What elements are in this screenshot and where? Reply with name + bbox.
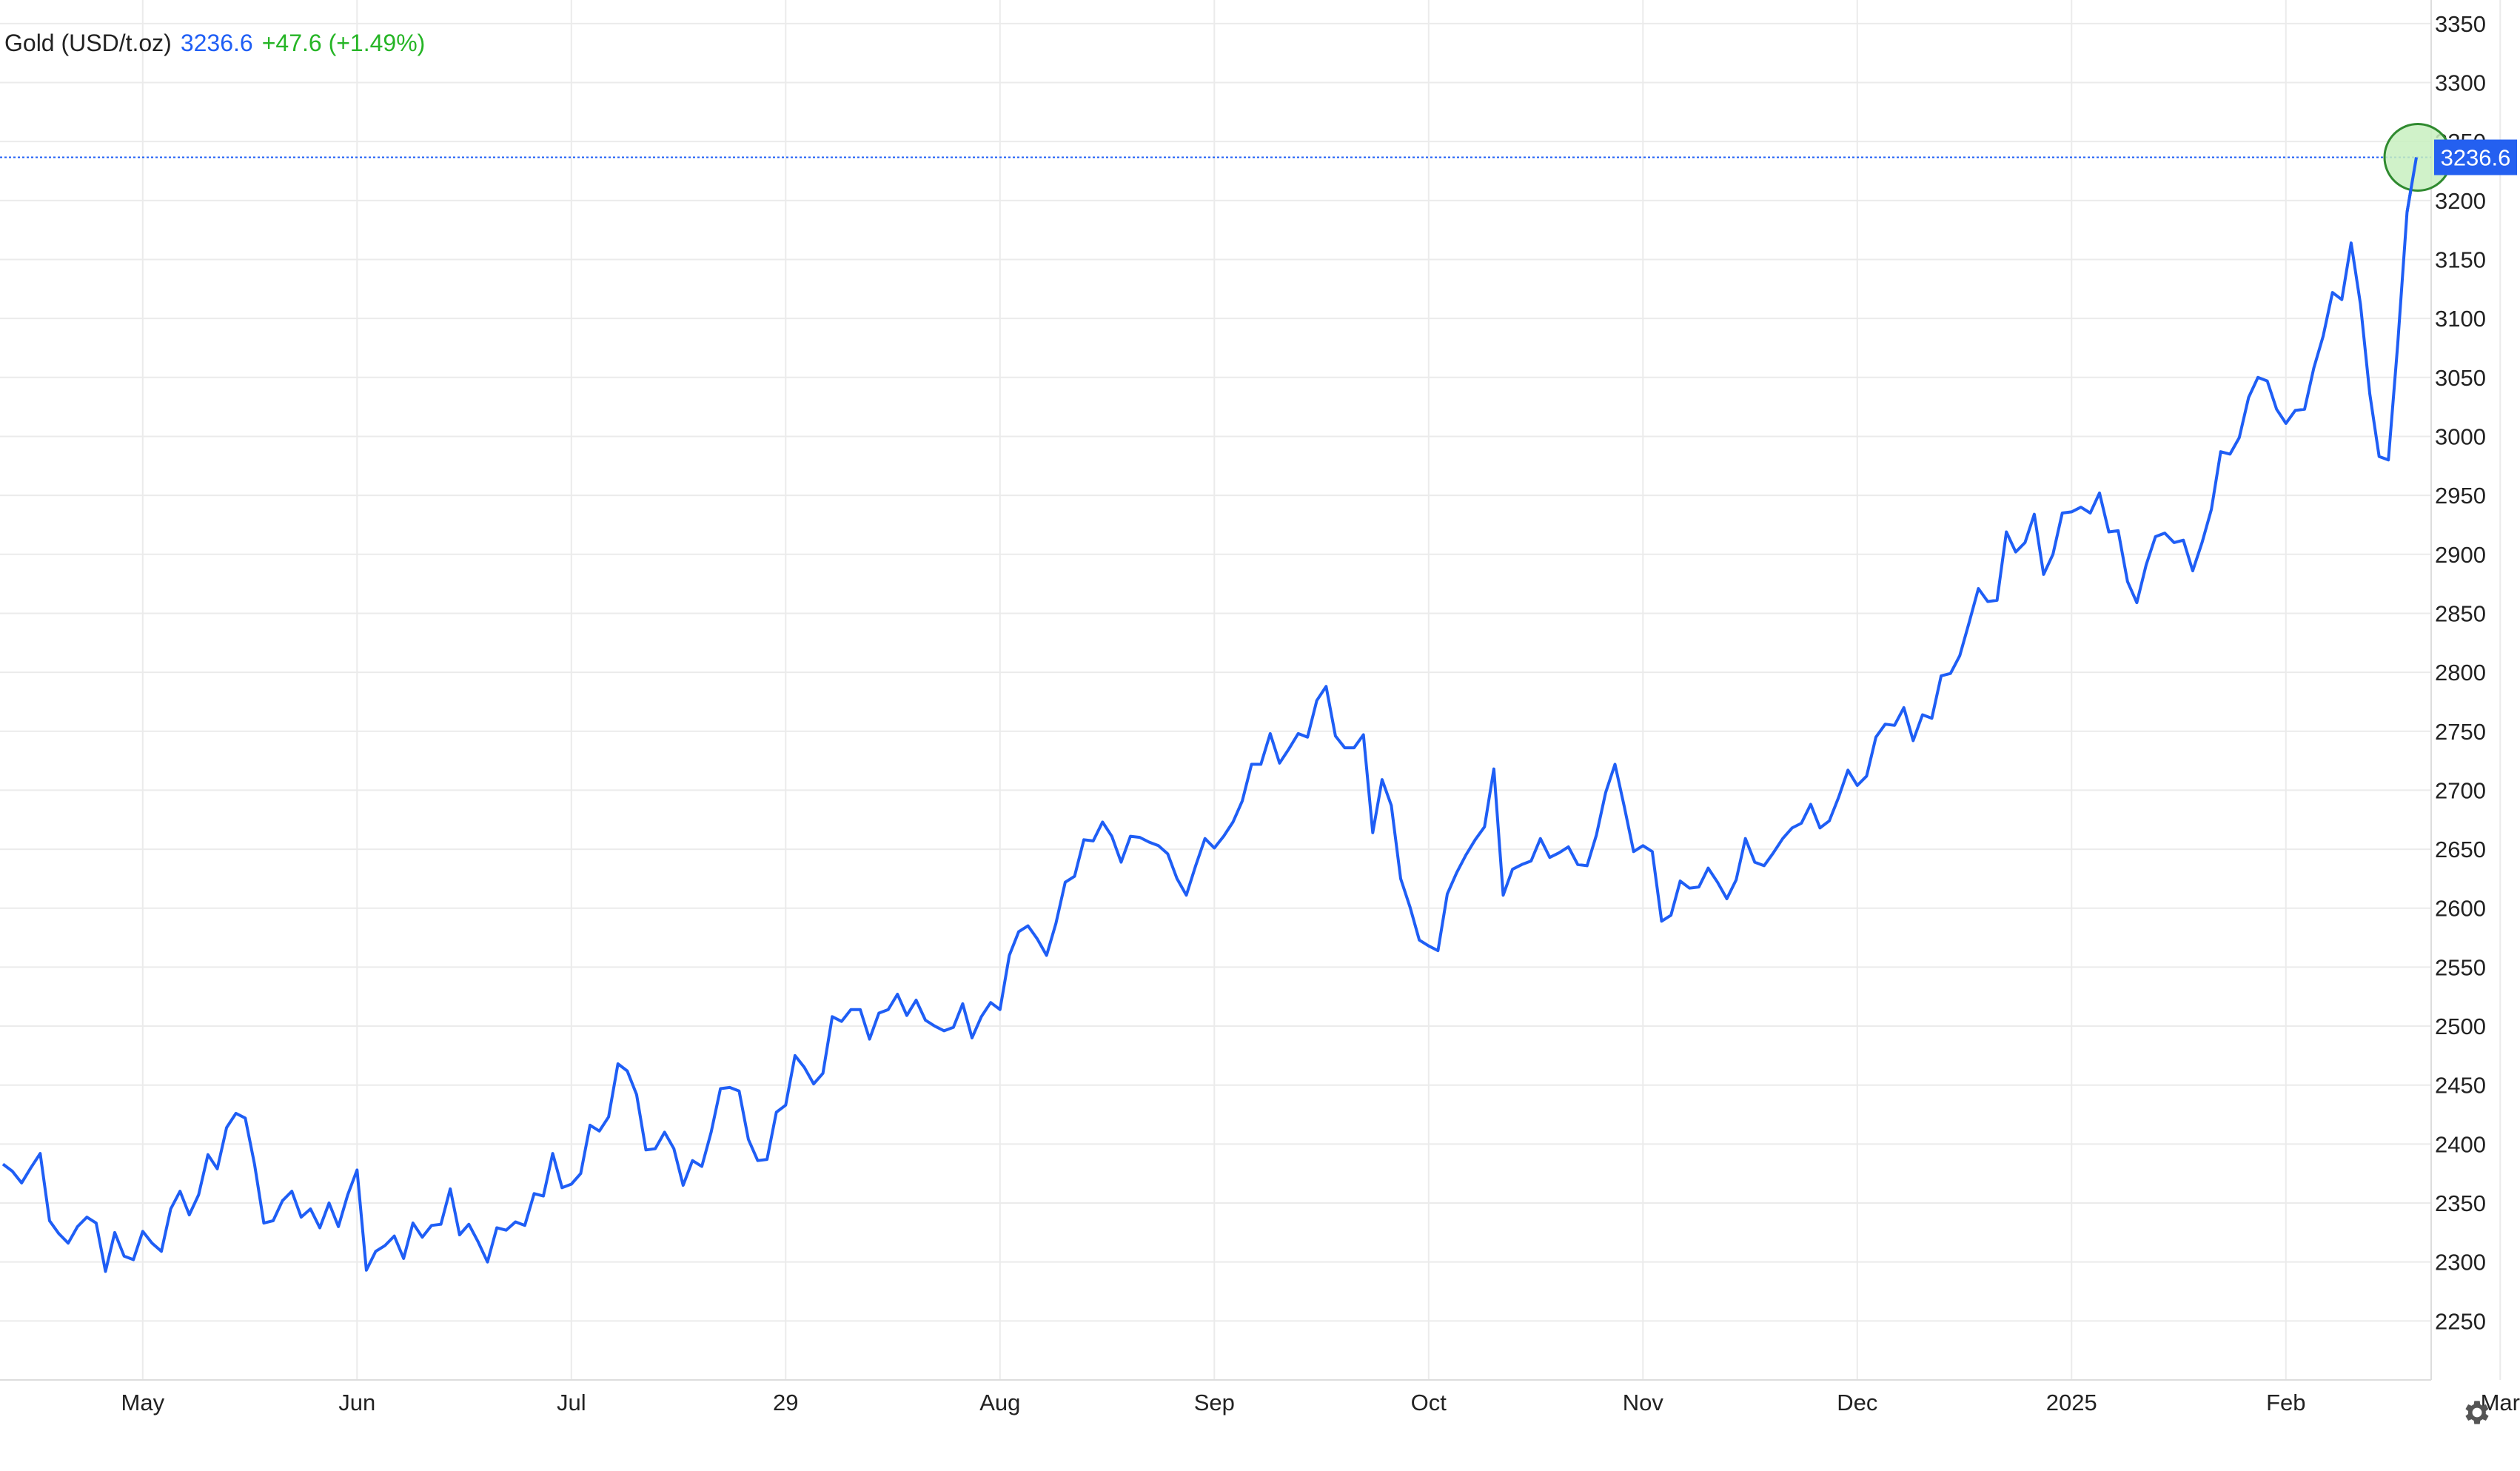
chart-header: Gold (USD/t.oz) 3236.6 +47.6 (+1.49%) [4, 30, 434, 57]
marker-layer: 3236.6 [0, 123, 2517, 213]
price-tag-label: 3236.6 [2441, 145, 2511, 171]
x-tick-label: 29 [773, 1390, 798, 1415]
x-tick-label: Jun [338, 1390, 375, 1415]
y-tick-label: 2800 [2435, 660, 2486, 686]
y-tick-label: 3200 [2435, 188, 2486, 214]
y-tick-label: 3000 [2435, 423, 2486, 449]
y-tick-label: 2250 [2435, 1308, 2486, 1334]
last-price: 3236.6 [180, 30, 253, 56]
series-layer [1, 157, 2418, 1273]
axes: 2250 2300 2350 2400 2450 2500 2550 2600 2650 2700… [0, 0, 2520, 1415]
x-tick-label: Aug [979, 1390, 1020, 1415]
x-tick-label: Sep [1194, 1390, 1235, 1415]
grid [0, 0, 2501, 1380]
y-tick-label: 2350 [2435, 1190, 2486, 1216]
x-tick-label: Oct [1411, 1390, 1447, 1415]
price-tag-box [2434, 139, 2517, 175]
y-tick-label: 2400 [2435, 1131, 2486, 1157]
y-tick-label: 3100 [2435, 306, 2486, 332]
price-line [1, 157, 2418, 1273]
gear-icon [2465, 1401, 2489, 1424]
settings-button[interactable] [2461, 1396, 2493, 1429]
x-tick-label: Jul [557, 1390, 586, 1415]
y-tick-label: 2700 [2435, 777, 2486, 803]
y-tick-label: 2650 [2435, 837, 2486, 862]
x-tick-label: Dec [1837, 1390, 1877, 1415]
y-tick-label: 2500 [2435, 1013, 2486, 1039]
x-tick-label: Mar [2481, 1390, 2520, 1415]
y-tick-label: 2850 [2435, 600, 2486, 626]
y-tick-label: 2450 [2435, 1073, 2486, 1099]
y-tick-label: 2750 [2435, 719, 2486, 745]
price-line-end [2405, 157, 2418, 213]
y-tick-label: 3050 [2435, 365, 2486, 391]
y-tick-label: 2550 [2435, 954, 2486, 980]
x-tick-label: May [121, 1390, 165, 1415]
y-tick-label: 2900 [2435, 542, 2486, 568]
symbol-label: Gold (USD/t.oz) [4, 30, 172, 56]
y-tick-label: 2300 [2435, 1250, 2486, 1276]
x-tick-label: Feb [2266, 1390, 2305, 1415]
price-change: +47.6 (+1.49%) [261, 30, 426, 56]
x-tick-label: Nov [1623, 1390, 1664, 1415]
y-tick-label: 3300 [2435, 70, 2486, 96]
y-tick-label: 3350 [2435, 11, 2486, 37]
y-tick-label: 2600 [2435, 896, 2486, 922]
y-tick-label: 2950 [2435, 483, 2486, 509]
x-tick-label: 2025 [2046, 1390, 2097, 1415]
y-tick-label: 3150 [2435, 247, 2486, 272]
